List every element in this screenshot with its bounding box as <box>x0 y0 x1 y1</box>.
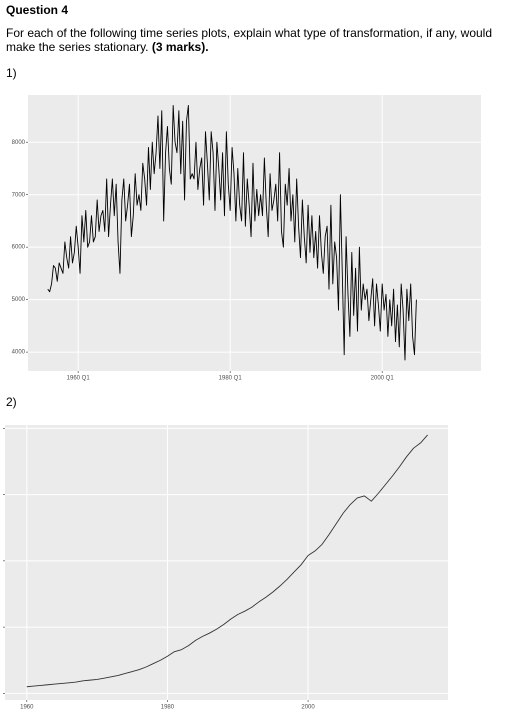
y-tick-label: 4000 <box>12 350 26 356</box>
plot-panel <box>5 425 448 700</box>
y-tick-label: 6000 <box>12 245 26 251</box>
series-line <box>47 105 417 361</box>
plot-label: 1) <box>6 66 17 80</box>
plot-panel <box>28 95 481 371</box>
heading: Question 4 <box>6 3 69 17</box>
x-tick-label: 2000 <box>301 705 315 711</box>
series-line <box>26 434 428 688</box>
y-tick-label: 5000 <box>12 297 26 303</box>
marks: (3 marks). <box>151 40 209 54</box>
x-tick-label: 1980 <box>161 705 175 711</box>
plot-label: 2) <box>6 395 17 409</box>
y-tick-label: 8000 <box>12 140 26 146</box>
instructions: For each of the following time series pl… <box>6 26 502 54</box>
x-tick-label: 1960 <box>20 705 34 711</box>
instruction-text: For each of the following time series pl… <box>6 26 493 54</box>
x-tick-label: 1960 Q1 <box>67 376 91 382</box>
x-tick-label: 1980 Q1 <box>219 376 243 382</box>
x-tick-label: 2000 Q1 <box>371 376 395 382</box>
y-tick-label: 7000 <box>12 192 26 198</box>
